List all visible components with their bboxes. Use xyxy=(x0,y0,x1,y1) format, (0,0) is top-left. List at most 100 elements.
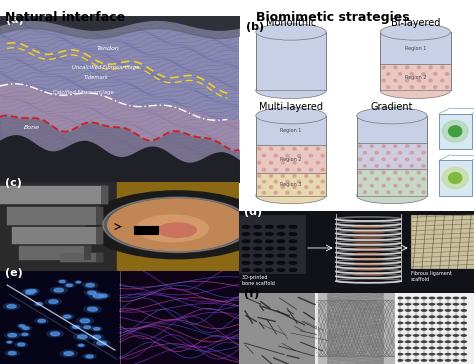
Circle shape xyxy=(429,297,434,299)
Circle shape xyxy=(298,180,301,183)
Text: Region 3: Region 3 xyxy=(280,182,301,187)
Ellipse shape xyxy=(352,253,385,255)
Circle shape xyxy=(454,322,458,324)
Circle shape xyxy=(60,280,65,282)
Circle shape xyxy=(398,328,402,330)
Circle shape xyxy=(438,335,442,336)
Circle shape xyxy=(417,171,420,174)
Circle shape xyxy=(462,310,466,311)
Circle shape xyxy=(363,178,366,181)
Circle shape xyxy=(387,86,390,88)
Circle shape xyxy=(429,322,434,324)
Circle shape xyxy=(429,310,434,311)
Bar xyxy=(239,293,314,364)
Text: (c): (c) xyxy=(5,178,22,189)
Circle shape xyxy=(316,186,319,189)
Circle shape xyxy=(363,165,366,167)
Circle shape xyxy=(441,79,444,82)
Text: Tidemark: Tidemark xyxy=(84,75,109,80)
Text: 3D-printed
bone scaffold: 3D-printed bone scaffold xyxy=(242,275,274,286)
Circle shape xyxy=(242,269,250,272)
Bar xyxy=(96,207,103,225)
Circle shape xyxy=(414,360,419,361)
Ellipse shape xyxy=(256,107,326,124)
Ellipse shape xyxy=(380,24,450,40)
Circle shape xyxy=(50,287,67,293)
Text: (e): (e) xyxy=(5,268,23,278)
Circle shape xyxy=(305,186,308,189)
Circle shape xyxy=(79,344,83,346)
Circle shape xyxy=(462,316,466,317)
Circle shape xyxy=(358,184,362,187)
Circle shape xyxy=(446,322,450,324)
Circle shape xyxy=(422,297,427,299)
Circle shape xyxy=(38,320,46,323)
Bar xyxy=(84,246,91,261)
Circle shape xyxy=(61,314,74,319)
Bar xyxy=(96,226,103,245)
Circle shape xyxy=(263,154,265,157)
Bar xyxy=(100,186,108,204)
Circle shape xyxy=(438,328,442,330)
Circle shape xyxy=(446,316,450,317)
Circle shape xyxy=(269,147,273,150)
Circle shape xyxy=(265,269,273,272)
Circle shape xyxy=(254,247,262,250)
Circle shape xyxy=(22,333,27,336)
Polygon shape xyxy=(380,32,450,64)
Circle shape xyxy=(76,317,94,324)
Circle shape xyxy=(398,335,402,336)
Circle shape xyxy=(254,233,262,236)
Text: Bi-layered: Bi-layered xyxy=(391,18,440,28)
Circle shape xyxy=(454,310,458,311)
Circle shape xyxy=(375,191,378,194)
Circle shape xyxy=(382,66,385,69)
Circle shape xyxy=(5,351,19,356)
Ellipse shape xyxy=(256,187,326,204)
Circle shape xyxy=(263,191,265,194)
Circle shape xyxy=(258,161,261,164)
Circle shape xyxy=(414,341,419,343)
Circle shape xyxy=(18,343,25,346)
Circle shape xyxy=(410,72,413,75)
Circle shape xyxy=(310,191,312,194)
Circle shape xyxy=(370,171,374,174)
Polygon shape xyxy=(356,143,427,169)
Circle shape xyxy=(446,335,450,336)
Bar xyxy=(0,271,119,364)
Circle shape xyxy=(50,332,60,336)
Circle shape xyxy=(24,289,35,293)
Circle shape xyxy=(8,341,11,343)
Circle shape xyxy=(370,184,374,187)
Circle shape xyxy=(446,360,450,361)
Circle shape xyxy=(406,353,410,355)
Ellipse shape xyxy=(352,274,385,276)
Bar xyxy=(117,182,239,271)
Circle shape xyxy=(73,326,79,328)
Circle shape xyxy=(298,191,301,194)
Circle shape xyxy=(91,327,102,331)
Text: Fibrous ligament
scaffold: Fibrous ligament scaffold xyxy=(410,271,452,282)
Circle shape xyxy=(429,347,434,349)
Circle shape xyxy=(429,353,434,355)
Circle shape xyxy=(442,120,468,142)
Text: Natural interface: Natural interface xyxy=(5,11,125,24)
Circle shape xyxy=(254,226,262,228)
Circle shape xyxy=(54,288,64,292)
Circle shape xyxy=(298,154,301,157)
Circle shape xyxy=(398,353,402,355)
Circle shape xyxy=(305,161,308,164)
Circle shape xyxy=(265,262,273,264)
Circle shape xyxy=(375,151,378,154)
Circle shape xyxy=(277,269,285,272)
Ellipse shape xyxy=(352,263,385,266)
Circle shape xyxy=(410,86,413,88)
Text: Biomimetic strategies: Biomimetic strategies xyxy=(256,11,410,24)
Text: Region 2: Region 2 xyxy=(405,75,426,80)
Circle shape xyxy=(434,86,437,88)
Text: Tendon: Tendon xyxy=(96,46,119,51)
Bar xyxy=(0,186,108,204)
Circle shape xyxy=(422,328,427,330)
Circle shape xyxy=(405,171,409,174)
Circle shape xyxy=(66,284,73,286)
